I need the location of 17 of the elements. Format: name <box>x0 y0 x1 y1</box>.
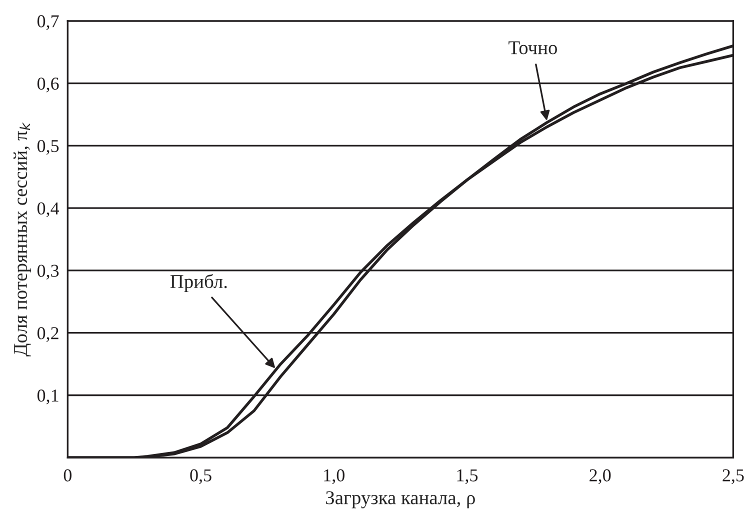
y-tick-label: 0,4 <box>37 202 60 218</box>
x-tick-label: 0,5 <box>190 469 212 484</box>
x-axis-title: Загрузка канала, ρ <box>326 491 475 508</box>
y-tick-label: 0,2 <box>37 327 58 342</box>
x-tick-label: 1,5 <box>457 469 478 484</box>
x-tick-label: 2,0 <box>590 469 611 484</box>
x-tick-label: 1,0 <box>324 469 344 484</box>
y-tick-label: 0,7 <box>37 15 59 30</box>
annotation: Прибл. <box>170 274 227 292</box>
y-tick-label: 0,3 <box>37 264 59 280</box>
y-tick-label: 0,6 <box>37 78 59 92</box>
y-tick-label: 0,1 <box>37 389 58 404</box>
y-axis-title: Доля потерянных сессий, π$_{k}$ <box>14 122 31 356</box>
annotation: Точно <box>508 41 557 54</box>
x-tick-label: 0 <box>64 469 72 482</box>
x-tick-label: 2,5 <box>722 469 744 484</box>
y-tick-label: 0,5 <box>37 140 59 155</box>
